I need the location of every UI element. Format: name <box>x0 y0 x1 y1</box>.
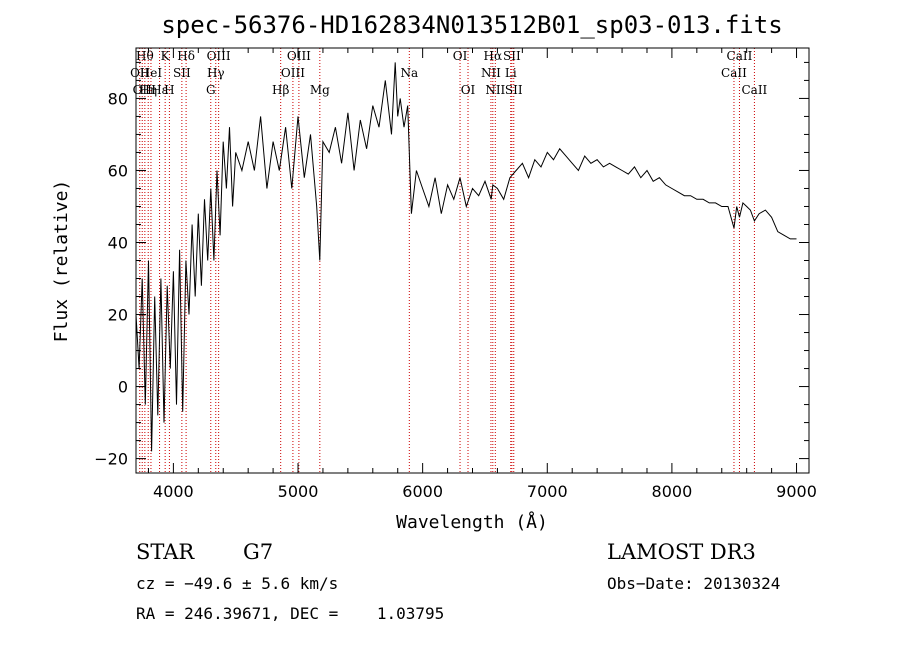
spectral-line-label: G <box>206 83 216 97</box>
spectral-line-label: OI <box>461 83 476 97</box>
plot-frame <box>135 47 810 474</box>
y-tick-label: 80 <box>108 89 128 108</box>
spectral-line-label: Hγ <box>207 66 225 80</box>
survey-name: LAMOST DR3 <box>607 540 756 564</box>
spectral-line-label: NII <box>485 83 505 97</box>
x-tick-label: 8000 <box>652 482 693 501</box>
spectral-line-label: Hδ <box>177 49 195 63</box>
spectral-line-label: CaII <box>727 49 753 63</box>
spectral-line-label: Hθ <box>136 49 154 63</box>
spectral-line-label: Hα <box>484 49 503 63</box>
spectral-line-label: OII <box>133 83 153 97</box>
spectral-line-label: SII <box>173 66 191 80</box>
y-tick-label: 40 <box>108 233 128 252</box>
spectral-line-label: OI <box>453 49 468 63</box>
y-tick-label: −20 <box>94 450 128 469</box>
spectral-line-label: OIII <box>207 49 231 63</box>
x-tick-label: 6000 <box>402 482 443 501</box>
x-tick-label: 5000 <box>278 482 319 501</box>
spectrum-line <box>135 62 797 452</box>
spectral-line-label: SII <box>505 83 523 97</box>
y-axis: −20 0 20 40 60 80 <box>94 61 809 469</box>
spectral-line-markers <box>139 48 755 473</box>
spectral-line-label: OIII <box>287 49 311 63</box>
redshift-cz: cz = −49.6 ± 5.6 km/s <box>136 574 338 593</box>
x-tick-label: 9000 <box>776 482 817 501</box>
x-tick-label: 7000 <box>527 482 568 501</box>
spectral-line-label: Li <box>505 66 517 80</box>
x-axis: 4000 5000 6000 7000 8000 9000 <box>147 48 817 501</box>
obs-date: Obs−Date: 20130324 <box>607 574 780 593</box>
x-tick-label: 4000 <box>153 482 194 501</box>
coordinates: RA = 246.39671, DEC = 1.03795 <box>136 604 444 623</box>
y-axis-label: Flux (relative) <box>51 180 72 343</box>
y-tick-label: 20 <box>108 306 128 325</box>
spectral-line-label: Hβ <box>272 83 289 97</box>
x-axis-label: Wavelength (Å) <box>396 511 548 533</box>
chart-title: spec-56376-HD162834N013512B01_sp03-013.f… <box>161 11 782 39</box>
subclass: G7 <box>243 540 273 564</box>
spectral-line-label: Hη <box>139 83 157 97</box>
object-type: STAR <box>136 540 195 564</box>
spectral-line-label: OIII <box>281 66 305 80</box>
y-tick-label: 60 <box>108 161 128 180</box>
spectral-line-label: OII <box>130 66 150 80</box>
spectral-line-label: H <box>164 83 174 97</box>
spectral-line-label: Na <box>400 66 418 80</box>
spectral-line-labels: OII OII Hθ Hη HeI Hε K H SII Hδ G Hγ OIII Hβ OIII OIII M… <box>130 49 767 97</box>
spectral-line-label: Hε <box>151 83 168 97</box>
spectral-line-label: CaII <box>721 66 747 80</box>
spectral-line-label: HeI <box>140 66 163 80</box>
spectral-line-label: Mg <box>310 83 330 97</box>
spectral-line-label: NII <box>481 66 501 80</box>
spectral-line-label: CaII <box>741 83 767 97</box>
spectral-line-label: K <box>161 49 171 63</box>
y-tick-label: 0 <box>118 378 128 397</box>
spectral-line-label: SII <box>503 49 521 63</box>
